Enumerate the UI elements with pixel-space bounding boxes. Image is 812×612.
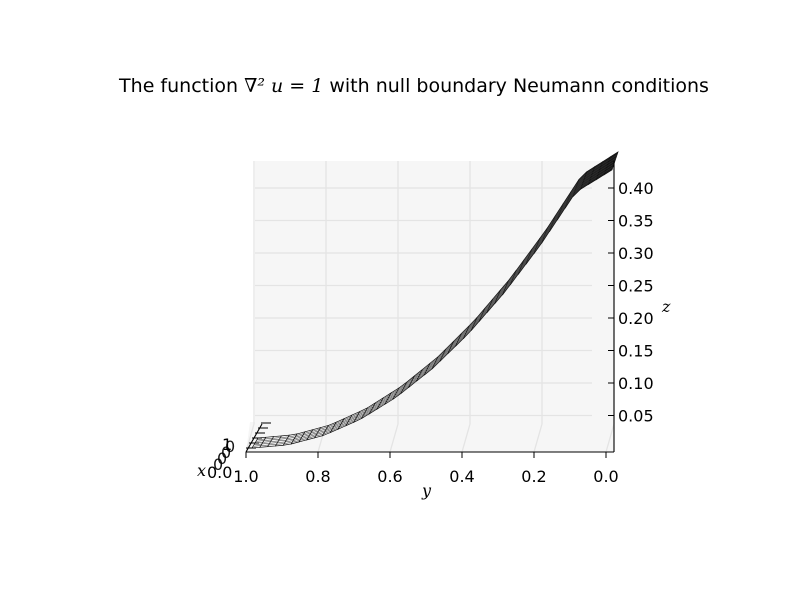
x-tick-label-overlap: 0	[221, 443, 231, 462]
x-tick-label-overlap: 0	[213, 455, 223, 474]
y-floor-gridline	[605, 423, 615, 453]
chart-title: The function ∇² u = 1 with null boundary…	[118, 75, 709, 97]
surface-meshline	[254, 160, 616, 444]
z-tick-label: 0.40	[618, 179, 654, 198]
y-tick-label: 0.6	[377, 467, 402, 486]
surface	[251, 151, 619, 449]
x-tick-label: 1	[222, 435, 232, 454]
surface-meshline	[253, 163, 615, 445]
z-tick-label: 0.30	[618, 244, 654, 263]
z-tick-labels: 0.05 0.10 0.15 0.20 0.25 0.30 0.35 0.40	[608, 179, 654, 426]
x-tick-label-overlap: 0	[225, 437, 235, 456]
z-tick-label: 0.10	[618, 374, 654, 393]
x-tick-label-overlap: 0	[217, 449, 227, 468]
y-tick-label: 0.0	[593, 467, 618, 486]
chart-title-suffix: with null boundary Neumann conditions	[323, 75, 709, 97]
y-axis-label: y	[421, 481, 432, 500]
y-floor-gridline	[461, 423, 471, 453]
x-axis-label: x	[197, 461, 206, 480]
y-floor-gridline	[389, 423, 399, 453]
y-tick-label: 0.8	[305, 467, 330, 486]
z-tick-label: 0.05	[618, 407, 654, 426]
z-tick-label: 0.35	[618, 212, 654, 231]
z-tick-label: 0.25	[618, 277, 654, 296]
x-tick-label: 0.0	[207, 463, 232, 482]
y-floor-gridline	[245, 423, 255, 453]
z-tick-label: 0.20	[618, 309, 654, 328]
surface-meshline	[255, 157, 617, 442]
y-tick-label: 0.2	[521, 467, 546, 486]
surface-meshline	[256, 154, 618, 440]
y-tick-label: 1.0	[233, 467, 258, 486]
chart-title-math: ∇² u = 1	[244, 75, 323, 97]
chart-title-prefix: The function	[118, 75, 244, 97]
y-floor-gridline	[533, 423, 543, 453]
y-tick-label: 0.4	[449, 467, 474, 486]
plot-area: 1.0 0.8 0.6 0.4 0.2 0.0 0.050.100.150.200.250…	[207, 151, 654, 486]
z-axis-label: z	[661, 297, 671, 316]
z-tick-label: 0.15	[618, 342, 654, 361]
surface-meshline	[252, 166, 614, 447]
back-pane	[255, 161, 614, 452]
y-tick-labels: 1.0 0.8 0.6 0.4 0.2 0.0	[233, 452, 619, 486]
